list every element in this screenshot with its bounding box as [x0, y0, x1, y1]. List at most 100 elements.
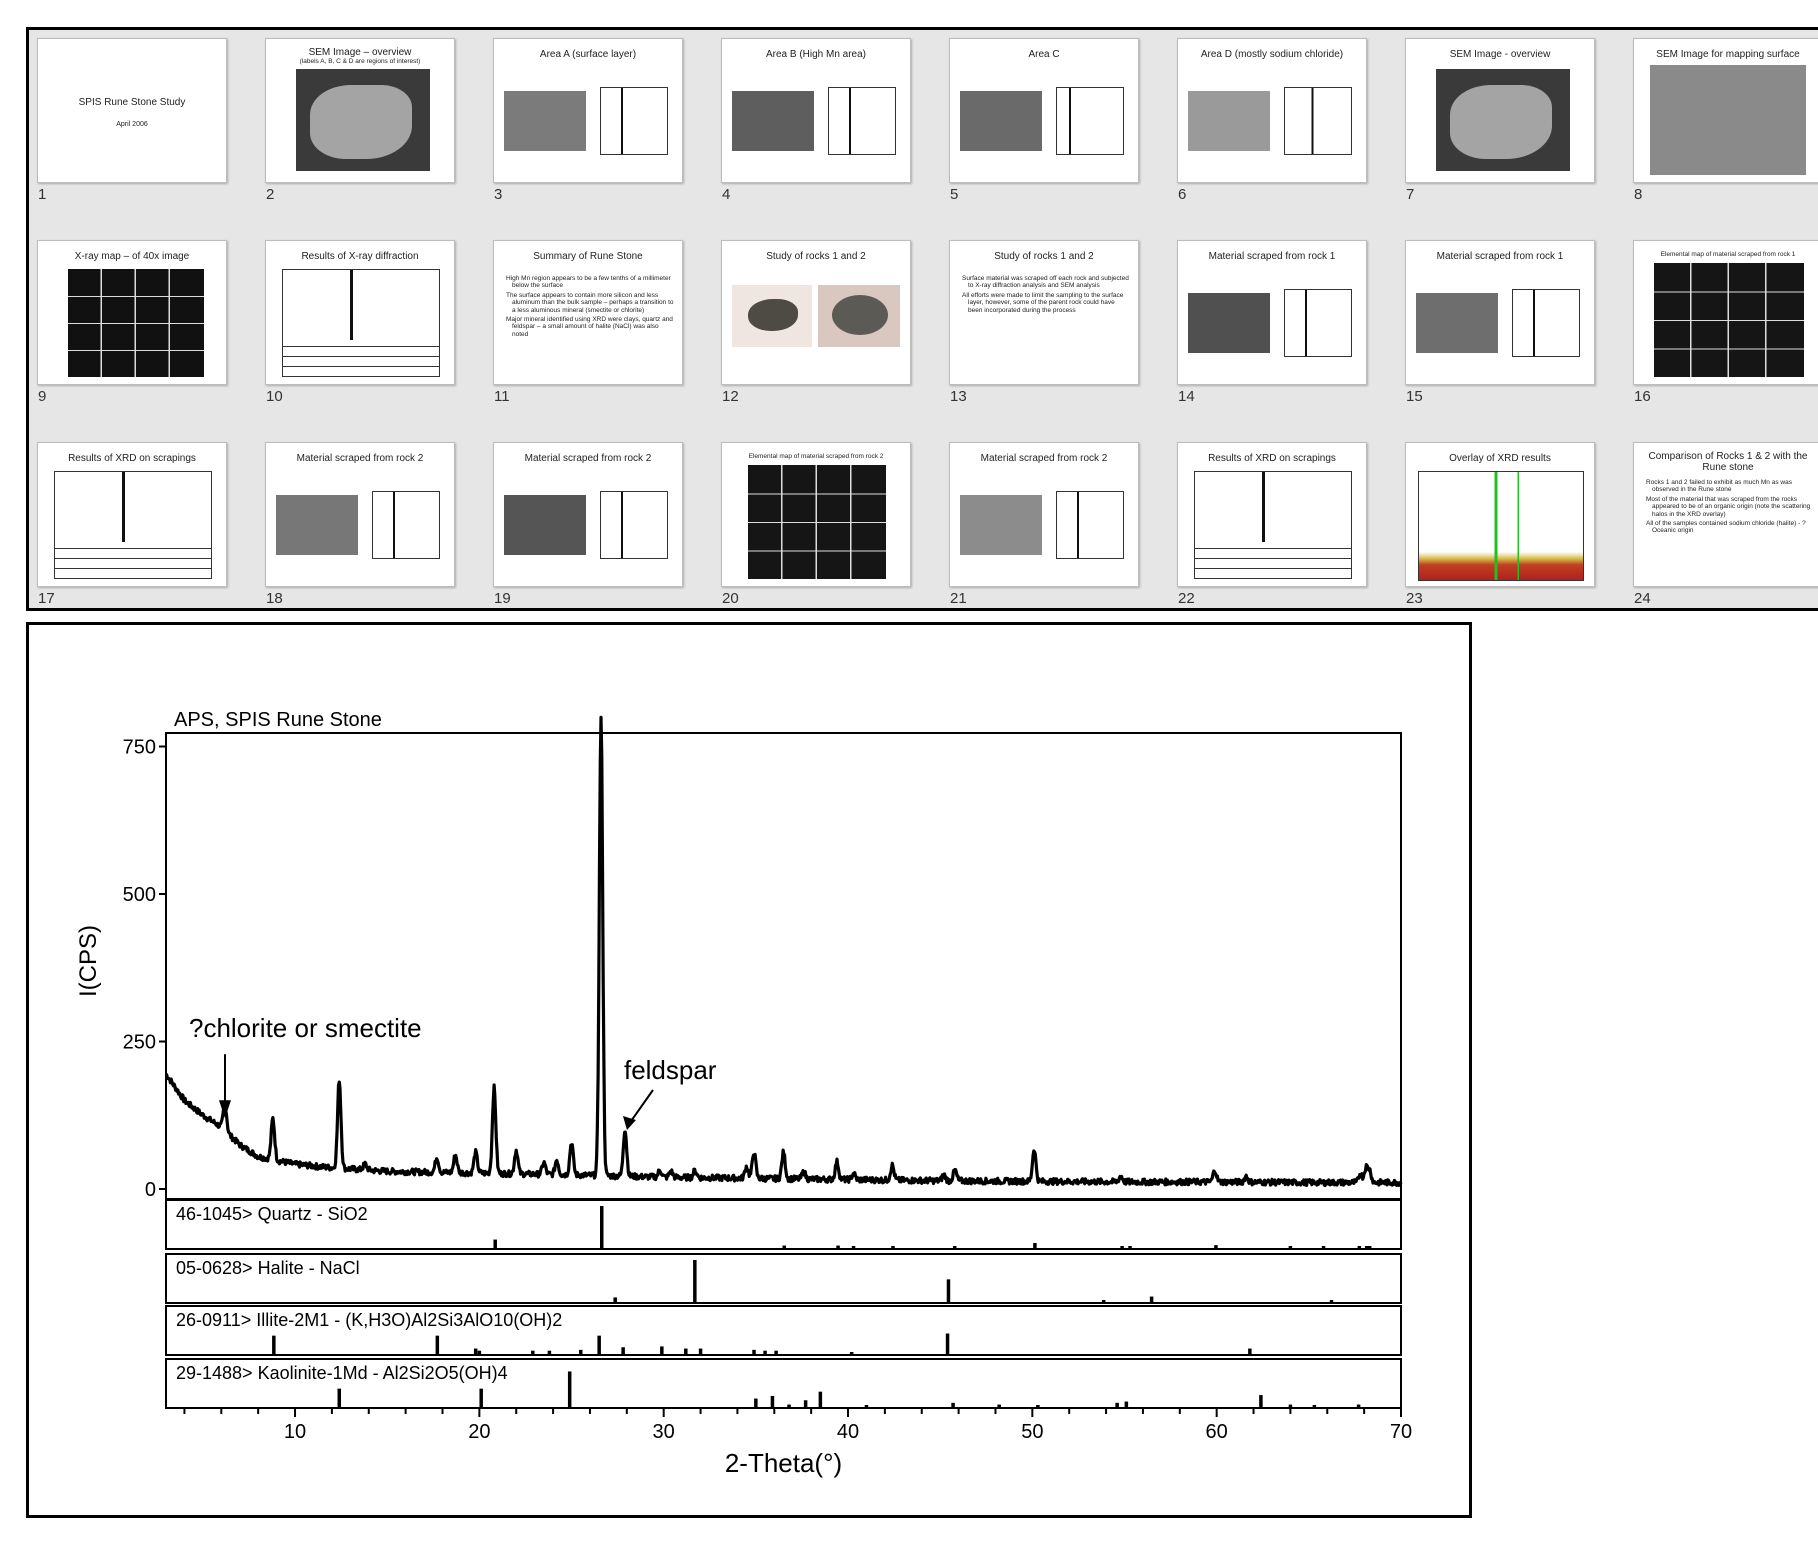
- slide-thumbnail-9[interactable]: X-ray map – of 40x image: [37, 240, 227, 385]
- spectrum-plot-icon: [372, 491, 440, 559]
- y-tick-label: 500: [123, 884, 156, 906]
- reference-pattern-label: 26-0911> Illite-2M1 - (K,H3O)Al2Si3AlO10…: [176, 1310, 562, 1330]
- reference-pattern-panel: [165, 1305, 1402, 1356]
- slide-thumbnail-16[interactable]: Elemental map of material scraped from r…: [1633, 240, 1818, 385]
- slide-thumbnail-22[interactable]: Results of XRD on scrapings: [1177, 442, 1367, 587]
- spectrum-plot-icon: [1512, 289, 1580, 357]
- slide-number: 12: [722, 388, 739, 405]
- slide-number: 9: [38, 388, 47, 405]
- slide-title: Area A (surface layer): [539, 49, 637, 60]
- slide-thumbnail-10[interactable]: Results of X-ray diffraction: [265, 240, 455, 385]
- sem-image: [960, 91, 1042, 151]
- slide-number: 7: [1406, 186, 1415, 203]
- slide-number: 14: [1178, 388, 1195, 405]
- annotation-arrow-head: [218, 1100, 231, 1119]
- spectrum-plot-icon: [1056, 87, 1124, 155]
- slide-thumbnail-8[interactable]: SEM Image for mapping surface: [1633, 38, 1818, 183]
- rock-1-photo: [732, 285, 812, 347]
- slide-title: Results of XRD on scrapings: [68, 453, 196, 464]
- bullet: The surface appears to contain more sili…: [506, 291, 674, 314]
- slide-number: 20: [722, 590, 739, 607]
- spectrum-plot-icon: [828, 87, 896, 155]
- slide-title: Material scraped from rock 2: [296, 453, 424, 464]
- slide-thumbnail-7[interactable]: SEM Image - overview: [1405, 38, 1595, 183]
- slide-thumbnail-17[interactable]: Results of XRD on scrapings: [37, 442, 227, 587]
- slide-title: Elemental map of material scraped from r…: [1660, 251, 1796, 258]
- bullet: All efforts were made to limit the sampl…: [962, 291, 1124, 314]
- spectrum-plot-icon: [1056, 491, 1124, 559]
- slide-thumbnail-21[interactable]: Material scraped from rock 2: [949, 442, 1139, 587]
- slide-thumbnail-20[interactable]: Elemental map of material scraped from r…: [721, 442, 911, 587]
- slide-title: Material scraped from rock 2: [980, 453, 1108, 464]
- slide-title: SEM Image - overview: [1449, 49, 1551, 60]
- x-tick-label: 70: [1390, 1421, 1412, 1443]
- slide-title: Results of X-ray diffraction: [301, 251, 419, 262]
- reference-pattern-label: 05-0628> Halite - NaCl: [176, 1258, 360, 1278]
- slide-number: 17: [38, 590, 55, 607]
- spectrum-plot-icon: [600, 87, 668, 155]
- plot-area-frame: [165, 732, 1402, 1200]
- slide-number: 8: [1634, 186, 1643, 203]
- slide-thumbnail-23[interactable]: Overlay of XRD results: [1405, 442, 1595, 587]
- slide-title: Summary of Rune Stone: [533, 251, 643, 262]
- annotation-label: ?chlorite or smectite: [189, 1013, 422, 1043]
- slide-thumbnail-6[interactable]: Area D (mostly sodium chloride): [1177, 38, 1367, 183]
- bullet: All of the samples contained sodium chlo…: [1646, 520, 1806, 535]
- xrd-plot-thumbnail: [54, 471, 212, 579]
- slide-thumbnail-13[interactable]: Study of rocks 1 and 2 Surface material …: [949, 240, 1139, 385]
- slide-title: Material scraped from rock 1: [1208, 251, 1336, 262]
- slide-thumbnail-5[interactable]: Area C: [949, 38, 1139, 183]
- reference-pattern-label: 46-1045> Quartz - SiO2: [176, 1204, 368, 1224]
- slide-thumbnail-19[interactable]: Material scraped from rock 2: [493, 442, 683, 587]
- slide-number: 13: [950, 388, 967, 405]
- y-tick-label: 0: [145, 1179, 156, 1201]
- slide-title: Overlay of XRD results: [1449, 453, 1551, 464]
- slide-thumbnail-11[interactable]: Summary of Rune Stone High Mn region app…: [493, 240, 683, 385]
- reference-pattern-panel: [165, 1358, 1402, 1409]
- sem-image: [276, 495, 358, 555]
- slide-thumbnail-14[interactable]: Material scraped from rock 1: [1177, 240, 1367, 385]
- slide-title: Area C: [1028, 49, 1060, 60]
- slide-number: 18: [266, 590, 283, 607]
- elemental-map-grid: [748, 465, 886, 579]
- bullet: Rocks 1 and 2 failed to exhibit as much …: [1646, 479, 1792, 494]
- y-tick-label: 750: [123, 737, 156, 759]
- x-tick-label: 50: [1021, 1421, 1043, 1443]
- xrd-plot-thumbnail: [282, 269, 440, 377]
- y-tick-label: 250: [123, 1032, 156, 1054]
- sem-image: [960, 495, 1042, 555]
- slide-title: Area B (High Mn area): [765, 49, 867, 60]
- slide-title: SPIS Rune Stone Study: [78, 97, 186, 108]
- reference-pattern-label: 29-1488> Kaolinite-1Md - Al2Si2O5(OH)4: [176, 1363, 508, 1383]
- slide-thumbnail-15[interactable]: Material scraped from rock 1: [1405, 240, 1595, 385]
- slide-bullets: High Mn region appears to be a few tenth…: [506, 275, 674, 340]
- sem-image: [1188, 91, 1270, 151]
- spectrum-plot-icon: [1284, 289, 1352, 357]
- slide-number: 19: [494, 590, 511, 607]
- slide-number: 16: [1634, 388, 1651, 405]
- x-tick-label: 60: [1206, 1421, 1228, 1443]
- bullet: Most of the material that was scraped fr…: [1646, 495, 1811, 518]
- slide-thumbnail-2[interactable]: SEM Image – overview (labels A, B, C & D…: [265, 38, 455, 183]
- sem-overview-image: [1436, 69, 1570, 171]
- sem-image: [732, 91, 814, 151]
- slide-subtitle: April 2006: [116, 121, 148, 128]
- slide-thumbnail-24[interactable]: Comparison of Rocks 1 & 2 with the Rune …: [1633, 442, 1818, 587]
- annotation-arrow-head: [622, 1116, 636, 1130]
- slide-number: 6: [1178, 186, 1187, 203]
- slide-thumbnail-3[interactable]: Area A (surface layer): [493, 38, 683, 183]
- x-tick-label: 30: [653, 1421, 675, 1443]
- slide-title: Area D (mostly sodium chloride): [1200, 49, 1344, 60]
- slide-title: Material scraped from rock 2: [524, 453, 652, 464]
- slide-thumbnail-4[interactable]: Area B (High Mn area): [721, 38, 911, 183]
- rock-2-photo: [818, 285, 900, 347]
- slide-thumbnail-18[interactable]: Material scraped from rock 2: [265, 442, 455, 587]
- slide-thumbnail-1[interactable]: SPIS Rune Stone Study April 2006: [37, 38, 227, 183]
- slide-thumbnail-12[interactable]: Study of rocks 1 and 2: [721, 240, 911, 385]
- slide-title: Elemental map of material scraped from r…: [748, 453, 884, 460]
- x-tick-label: 10: [284, 1421, 306, 1443]
- x-axis-label: 2-Theta(°): [725, 1448, 842, 1478]
- reference-pattern-panel: [165, 1199, 1402, 1250]
- bullet: Major mineral identified using XRD were …: [506, 316, 673, 338]
- xray-map-grid: [68, 269, 204, 377]
